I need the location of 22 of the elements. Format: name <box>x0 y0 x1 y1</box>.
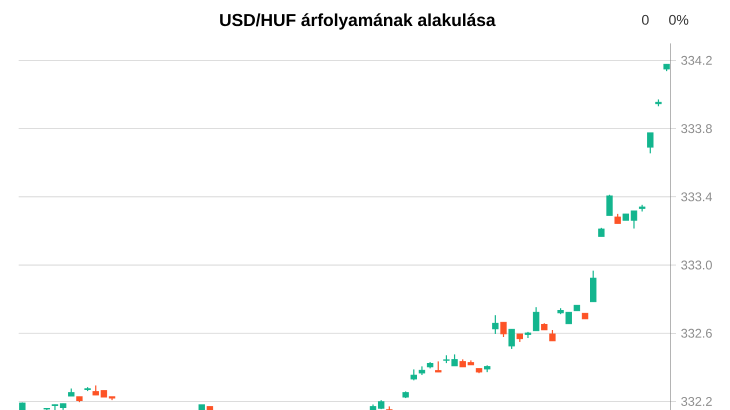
candlestick <box>410 368 417 381</box>
candlestick <box>647 132 654 154</box>
candlestick <box>614 213 621 224</box>
candlestick <box>606 194 613 216</box>
candlestick <box>532 306 540 332</box>
y-tick-label: 332.2 <box>681 396 712 406</box>
candlestick <box>549 329 556 342</box>
y-tick-label: 333.0 <box>681 260 712 270</box>
y-tick-label: 332.6 <box>681 328 712 338</box>
text: 0 <box>642 14 649 25</box>
candlestick <box>386 406 393 410</box>
candlestick <box>508 328 515 350</box>
candlestick <box>492 314 499 335</box>
y-tick-label: 333.4 <box>681 192 712 202</box>
chart-title: USD/HUF árfolyamának alakulása <box>220 13 496 30</box>
candlestick <box>451 354 458 367</box>
candlestick <box>435 360 442 373</box>
y-tick-label: 333.8 <box>681 124 712 134</box>
text: 0% <box>669 14 688 25</box>
y-tick-label: 334.2 <box>681 56 712 65</box>
candlestick <box>500 322 507 338</box>
candlestick <box>590 270 596 302</box>
